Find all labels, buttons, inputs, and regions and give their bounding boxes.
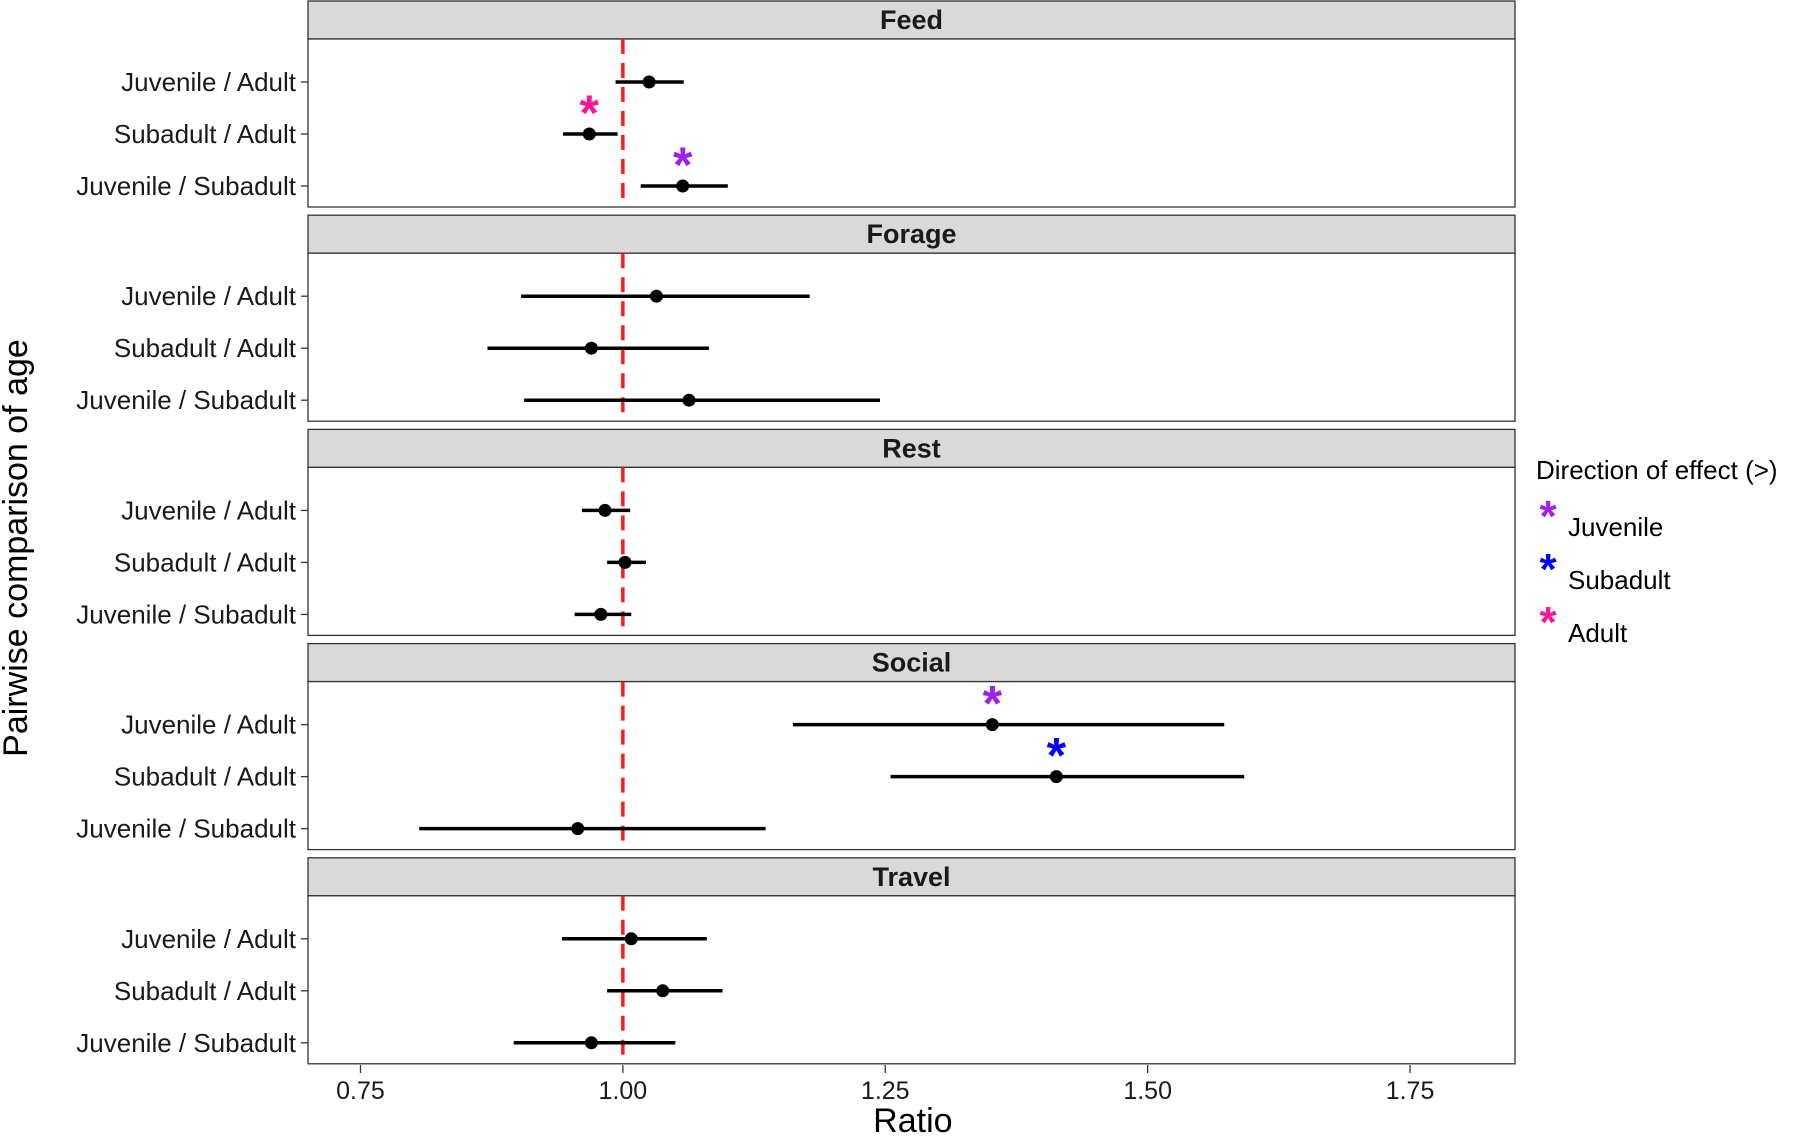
panel-body-feed bbox=[307, 38, 1516, 208]
y-tick-label: Juvenile / Subadult bbox=[76, 599, 296, 629]
point-estimate bbox=[649, 289, 663, 303]
point-estimate bbox=[624, 932, 638, 946]
x-tick-label: 1.50 bbox=[1123, 1077, 1172, 1105]
panel-body-forage bbox=[307, 252, 1516, 422]
y-tick-label: Juvenile / Adult bbox=[121, 495, 297, 525]
point-estimate bbox=[642, 75, 656, 89]
panel-body-travel bbox=[307, 895, 1516, 1065]
legend-item-subadult: Subadult bbox=[1568, 565, 1671, 595]
panel-strip-travel bbox=[307, 857, 1516, 897]
panel-title-forage: Forage bbox=[866, 219, 956, 249]
y-tick-label: Subadult / Adult bbox=[114, 547, 297, 577]
legend-marker-juvenile: * bbox=[1539, 492, 1557, 541]
point-estimate bbox=[584, 341, 598, 355]
point-estimate bbox=[656, 984, 670, 998]
panel-title-social: Social bbox=[872, 648, 952, 678]
y-tick-label: Juvenile / Subadult bbox=[76, 385, 296, 415]
panel-body-rest bbox=[307, 466, 1516, 637]
y-tick-label: Juvenile / Subadult bbox=[76, 171, 296, 201]
point-estimate bbox=[571, 822, 585, 836]
y-tick-label: Juvenile / Adult bbox=[121, 281, 297, 311]
panel-strip-social bbox=[307, 642, 1516, 683]
point-estimate bbox=[594, 607, 608, 621]
y-tick-label: Subadult / Adult bbox=[114, 119, 297, 149]
panel-body-social bbox=[307, 680, 1516, 851]
y-tick-label: Juvenile / Adult bbox=[121, 924, 297, 954]
x-tick-label: 1.75 bbox=[1386, 1077, 1435, 1105]
panel-title-rest: Rest bbox=[882, 433, 941, 463]
point-estimate bbox=[1049, 770, 1063, 784]
y-tick-label: Juvenile / Subadult bbox=[76, 814, 296, 844]
legend-marker-adult: * bbox=[1539, 598, 1557, 647]
panel-title-travel: Travel bbox=[872, 862, 950, 892]
y-tick-label: Juvenile / Subadult bbox=[76, 1028, 296, 1058]
panel-strip-forage bbox=[307, 214, 1516, 254]
legend-item-juvenile: Juvenile bbox=[1568, 512, 1663, 542]
point-estimate bbox=[985, 718, 999, 732]
x-tick-label: 1.25 bbox=[861, 1077, 910, 1105]
y-tick-label: Subadult / Adult bbox=[114, 333, 297, 363]
legend-item-adult: Adult bbox=[1568, 618, 1628, 648]
significance-marker: * bbox=[1047, 728, 1067, 784]
significance-marker: * bbox=[983, 676, 1003, 732]
significance-marker: * bbox=[673, 137, 693, 193]
y-tick-label: Juvenile / Adult bbox=[121, 67, 297, 97]
point-estimate bbox=[682, 393, 696, 407]
y-tick-label: Juvenile / Adult bbox=[121, 710, 297, 740]
y-tick-label: Subadult / Adult bbox=[114, 976, 297, 1006]
legend-marker-subadult: * bbox=[1539, 545, 1557, 594]
x-axis-title: Ratio bbox=[873, 1102, 952, 1137]
x-tick-label: 1.00 bbox=[599, 1077, 648, 1105]
panel-title-feed: Feed bbox=[880, 5, 943, 35]
panel-strip-feed bbox=[307, 0, 1516, 40]
legend-title: Direction of effect (>) bbox=[1536, 455, 1778, 485]
x-tick-label: 0.75 bbox=[336, 1077, 385, 1105]
point-estimate bbox=[618, 555, 632, 569]
point-estimate bbox=[582, 127, 596, 141]
point-estimate bbox=[584, 1036, 598, 1050]
panel-strip-rest bbox=[307, 428, 1516, 469]
y-axis-title: Pairwise comparison of age bbox=[0, 339, 35, 757]
point-estimate bbox=[676, 179, 690, 193]
point-estimate bbox=[598, 503, 612, 517]
y-tick-label: Subadult / Adult bbox=[114, 762, 297, 792]
significance-marker: * bbox=[580, 85, 600, 141]
